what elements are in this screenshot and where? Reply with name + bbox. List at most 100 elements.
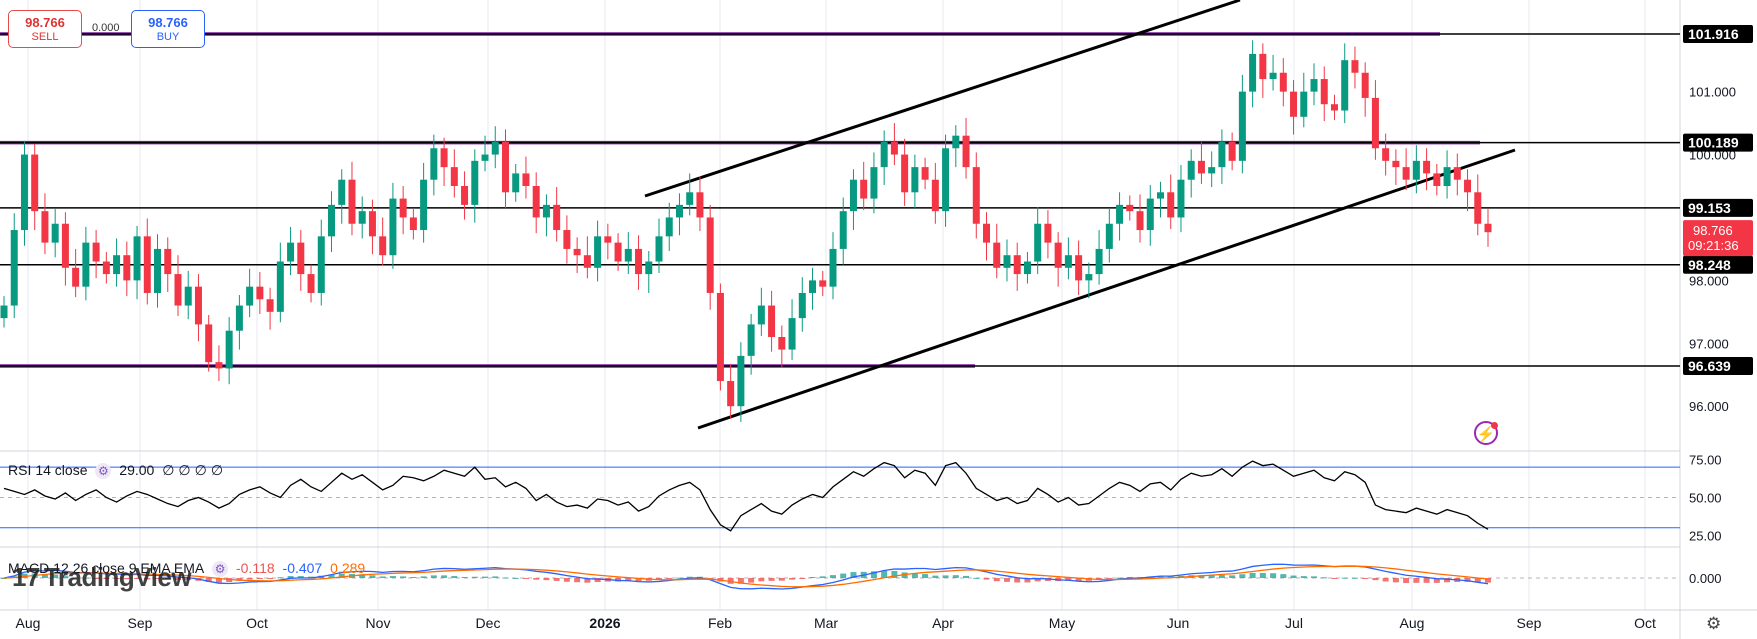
candle-body bbox=[553, 204, 561, 231]
candle-body bbox=[133, 236, 141, 281]
macd-histogram-bar bbox=[748, 578, 755, 583]
candle-body bbox=[757, 305, 765, 325]
candle-body bbox=[727, 381, 735, 407]
candle-body bbox=[471, 160, 479, 205]
candle-body bbox=[880, 141, 888, 168]
macd-histogram-bar bbox=[134, 578, 141, 579]
candle-body bbox=[174, 274, 182, 306]
candle-body bbox=[1095, 248, 1103, 275]
macd-histogram-bar bbox=[287, 576, 294, 578]
macd-histogram-bar bbox=[400, 576, 407, 578]
candle-body bbox=[297, 242, 305, 275]
macd-histogram-bar bbox=[932, 575, 939, 578]
candle-body bbox=[10, 230, 18, 306]
candle-body bbox=[942, 148, 950, 212]
time-tick-label: Apr bbox=[932, 615, 954, 631]
candle-body bbox=[532, 186, 540, 218]
candle-body bbox=[921, 167, 929, 180]
candle-body bbox=[1238, 91, 1246, 161]
candle-body bbox=[1044, 223, 1052, 243]
macd-histogram-bar bbox=[246, 578, 253, 580]
macd-histogram-bar bbox=[1464, 578, 1471, 582]
level-tag-bg bbox=[1683, 198, 1753, 217]
macd-histogram-bar bbox=[952, 575, 959, 578]
macd-histogram-bar bbox=[1126, 576, 1133, 578]
candle-body bbox=[1208, 167, 1216, 174]
candle-body bbox=[563, 230, 571, 249]
candle-body bbox=[624, 248, 632, 262]
candle-body bbox=[573, 248, 581, 256]
rsi-line bbox=[3, 460, 1489, 532]
buy-button[interactable]: 98.766 BUY bbox=[131, 10, 205, 48]
rsi-extra-4: ∅ bbox=[210, 462, 224, 478]
settings-icon[interactable]: ⚙ bbox=[1706, 614, 1722, 633]
macd-histogram-bar bbox=[553, 578, 560, 581]
sell-button[interactable]: 98.766 SELL bbox=[8, 10, 82, 48]
candle-body bbox=[809, 280, 817, 293]
macd-histogram-bar bbox=[707, 578, 714, 579]
level-tag-label: 96.639 bbox=[1688, 358, 1731, 374]
macd-histogram-bar bbox=[1259, 572, 1266, 578]
macd-settings-icon[interactable]: ⚙ bbox=[212, 561, 229, 578]
spread-value: 0.000 bbox=[92, 22, 120, 34]
current-price-countdown: 09:21:36 bbox=[1688, 238, 1739, 253]
candle-body bbox=[113, 255, 121, 275]
candle-body bbox=[246, 286, 254, 306]
candle-body bbox=[420, 179, 428, 231]
macd-histogram-bar bbox=[737, 578, 744, 584]
candle-body bbox=[102, 261, 110, 275]
macd-histogram-bar bbox=[1485, 578, 1491, 583]
candle-body bbox=[379, 236, 387, 256]
candle-body bbox=[1330, 104, 1338, 111]
macd-histogram-bar bbox=[666, 578, 673, 579]
macd-panel: 0.000 bbox=[0, 563, 1722, 590]
candle-body bbox=[1392, 160, 1400, 168]
macd-histogram-bar bbox=[297, 576, 304, 578]
macd-histogram-bar bbox=[963, 575, 970, 578]
macd-histogram-bar bbox=[502, 577, 509, 579]
macd-histogram-bar bbox=[625, 578, 632, 582]
candle-body bbox=[61, 223, 69, 268]
rsi-legend[interactable]: RSI 14 close ⚙ 29.00 ∅ ∅ ∅ ∅ bbox=[8, 462, 227, 480]
macd-histogram-bar bbox=[1, 578, 7, 579]
macd-legend[interactable]: MACD 12 26 close 9 EMA EMA ⚙ -0.118 -0.40… bbox=[8, 560, 369, 578]
sell-label: SELL bbox=[31, 31, 59, 43]
current-price-tag-bg bbox=[1683, 220, 1753, 257]
macd-histogram-bar bbox=[1423, 578, 1430, 583]
macd-histogram-bar bbox=[492, 576, 499, 578]
macd-histogram-bar bbox=[410, 577, 417, 579]
candle-body bbox=[409, 217, 417, 231]
candle-body bbox=[798, 292, 806, 319]
macd-histogram-bar bbox=[768, 578, 775, 581]
candle-body bbox=[1371, 97, 1379, 149]
alert-icon[interactable]: ⚡ bbox=[1474, 421, 1498, 445]
candle-body bbox=[1034, 223, 1042, 262]
macd-histogram-bar bbox=[338, 573, 345, 578]
macd-histogram-bar bbox=[154, 578, 161, 579]
macd-histogram-bar bbox=[1413, 578, 1420, 583]
macd-histogram-bar bbox=[471, 576, 478, 578]
candle-body bbox=[501, 141, 509, 193]
candle-body bbox=[1197, 160, 1205, 174]
macd-value-1: -0.118 bbox=[235, 560, 275, 576]
macd-histogram-bar bbox=[62, 576, 69, 578]
candle-body bbox=[154, 248, 162, 293]
candle-body bbox=[20, 154, 28, 231]
candle-body bbox=[604, 236, 612, 243]
rsi-settings-icon[interactable]: ⚙ bbox=[95, 463, 112, 480]
candle-body bbox=[993, 242, 1001, 268]
macd-histogram-bar bbox=[482, 576, 489, 578]
candle-body bbox=[768, 305, 776, 337]
price-tick-label: 96.000 bbox=[1689, 399, 1729, 414]
macd-histogram-bar bbox=[676, 577, 683, 579]
macd-histogram-bar bbox=[973, 577, 980, 579]
candle-body bbox=[0, 305, 8, 319]
macd-histogram-bar bbox=[52, 574, 59, 578]
candle-body bbox=[225, 330, 233, 369]
candle-body bbox=[696, 192, 704, 218]
candles bbox=[0, 40, 1492, 422]
macd-histogram-bar bbox=[441, 575, 448, 578]
macd-histogram-bar bbox=[563, 578, 570, 582]
candle-body bbox=[778, 336, 786, 350]
